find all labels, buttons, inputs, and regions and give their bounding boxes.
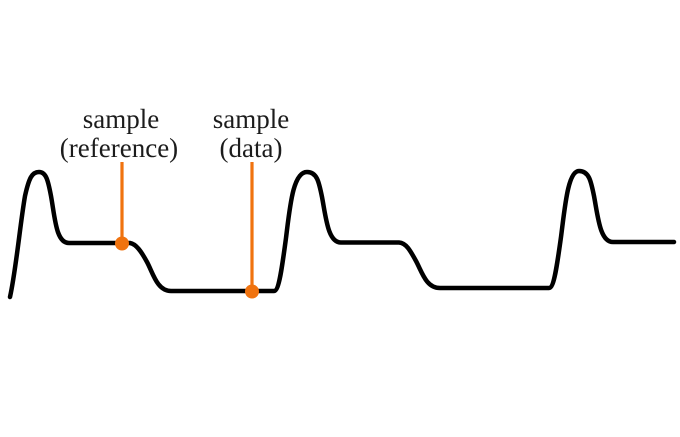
sample-reference-label-line1: sample <box>83 104 159 134</box>
sample-reference-marker-dot <box>115 236 129 251</box>
sample-data-marker-dot <box>245 284 259 299</box>
sample-reference-label-line2: (reference) <box>60 133 178 163</box>
sample-data-label-line2: (data) <box>220 133 283 163</box>
sample-data-label-line1: sample <box>213 104 289 134</box>
signal-waveform-path <box>7 168 677 300</box>
